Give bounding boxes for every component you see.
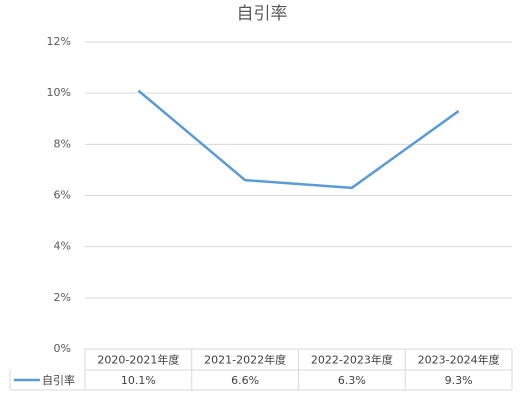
y-tick-label: 12% [47,35,71,48]
y-tick-label: 4% [54,240,71,253]
table-value: 6.3% [338,374,366,387]
legend-label: 自引率 [42,373,75,387]
table-value: 9.3% [445,374,473,387]
chart-title: 自引率 [237,4,288,24]
line [137,89,460,190]
y-tick-label: 10% [47,86,71,99]
x-tick-label: 2021-2022年度 [204,353,286,367]
x-tick-label: 2020-2021年度 [97,353,179,367]
table-value: 6.6% [231,374,259,387]
x-tick-label: 2022-2023年度 [311,353,393,367]
x-tick-label: 2023-2024年度 [418,353,500,367]
table-value: 10.1% [121,374,156,387]
y-tick-label: 6% [54,189,71,202]
y-tick-label: 8% [54,137,71,150]
y-tick-label: 0% [54,342,71,355]
y-tick-label: 2% [54,291,71,304]
